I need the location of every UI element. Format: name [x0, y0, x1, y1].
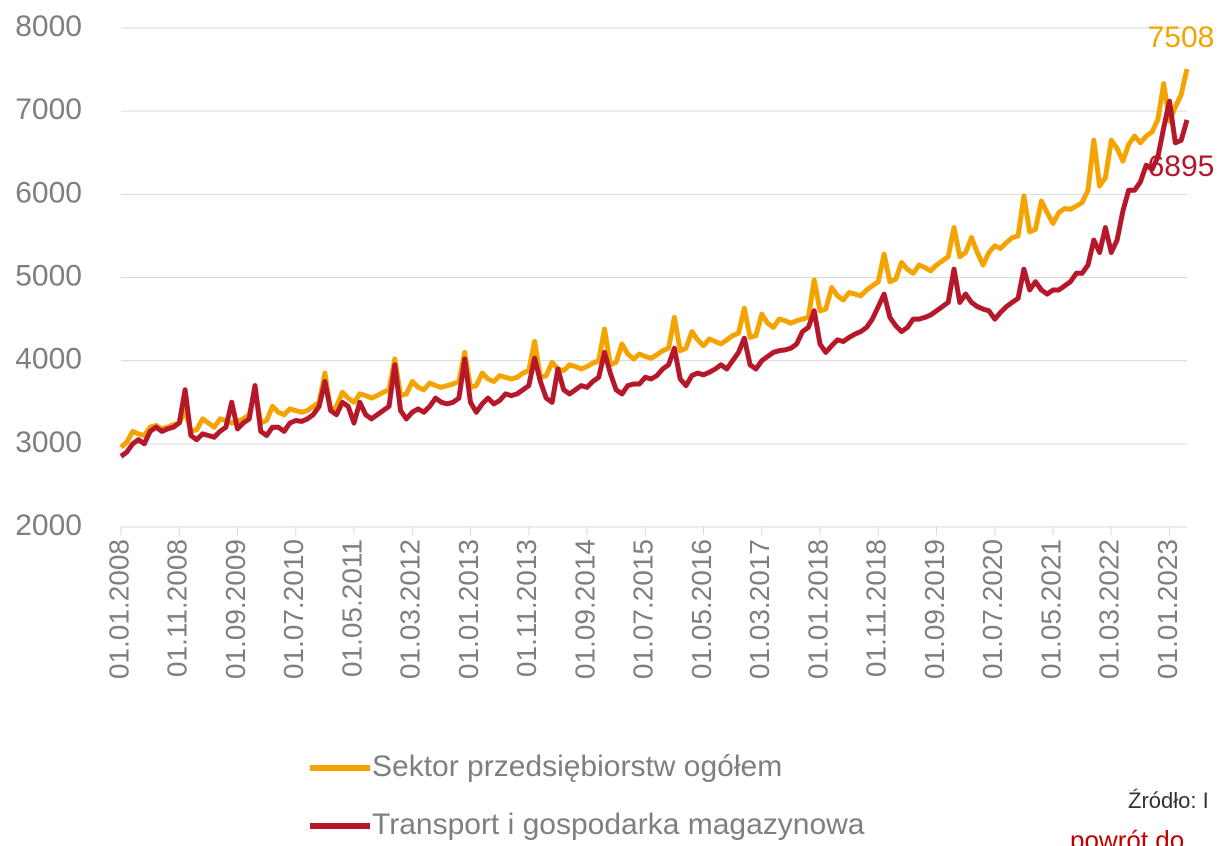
y-tick-label: 3000	[15, 426, 82, 459]
y-tick-label: 5000	[15, 259, 82, 292]
link-text: powrót do	[1070, 825, 1184, 846]
x-tick-label: 01.01.2008	[103, 539, 134, 679]
y-tick-label: 8000	[15, 10, 82, 43]
data-label: 7508	[1148, 21, 1215, 54]
legend-label: Sektor przedsiębiorstw ogółem	[372, 750, 782, 783]
x-tick-label: 01.09.2014	[569, 539, 600, 679]
x-tick-label: 01.03.2022	[1094, 539, 1125, 679]
x-tick-label: 01.05.2021	[1035, 539, 1066, 679]
x-tick-label: 01.01.2018	[802, 539, 833, 679]
x-tick-label: 01.09.2009	[220, 539, 251, 679]
x-tick-label: 01.05.2016	[686, 539, 717, 679]
x-tick-label: 01.07.2015	[628, 539, 659, 679]
series-line	[119, 68, 1190, 450]
y-tick-label: 4000	[15, 343, 82, 376]
x-tick-label: 01.07.2010	[278, 539, 309, 679]
x-tick-label: 01.11.2008	[162, 539, 193, 677]
x-tick-label: 01.01.2013	[453, 539, 484, 679]
x-tick-label: 01.03.2017	[744, 539, 775, 679]
y-tick-label: 7000	[15, 93, 82, 126]
x-tick-label: 01.11.2013	[511, 539, 542, 677]
x-tick-label: 01.09.2019	[919, 539, 950, 679]
x-tick-label: 01.01.2023	[1152, 539, 1183, 679]
data-label: 6895	[1148, 150, 1215, 183]
x-tick-label: 01.11.2018	[861, 539, 892, 677]
y-tick-label: 6000	[15, 176, 82, 209]
x-tick-label: 01.03.2012	[395, 539, 426, 679]
x-tick-label: 01.05.2011	[336, 539, 367, 677]
series-line	[119, 98, 1190, 459]
y-tick-label: 2000	[15, 509, 82, 542]
legend-label: Transport i gospodarka magazynowa	[372, 808, 865, 841]
source-note: Źródło: I	[1128, 788, 1209, 813]
x-tick-label: 01.07.2020	[977, 539, 1008, 679]
